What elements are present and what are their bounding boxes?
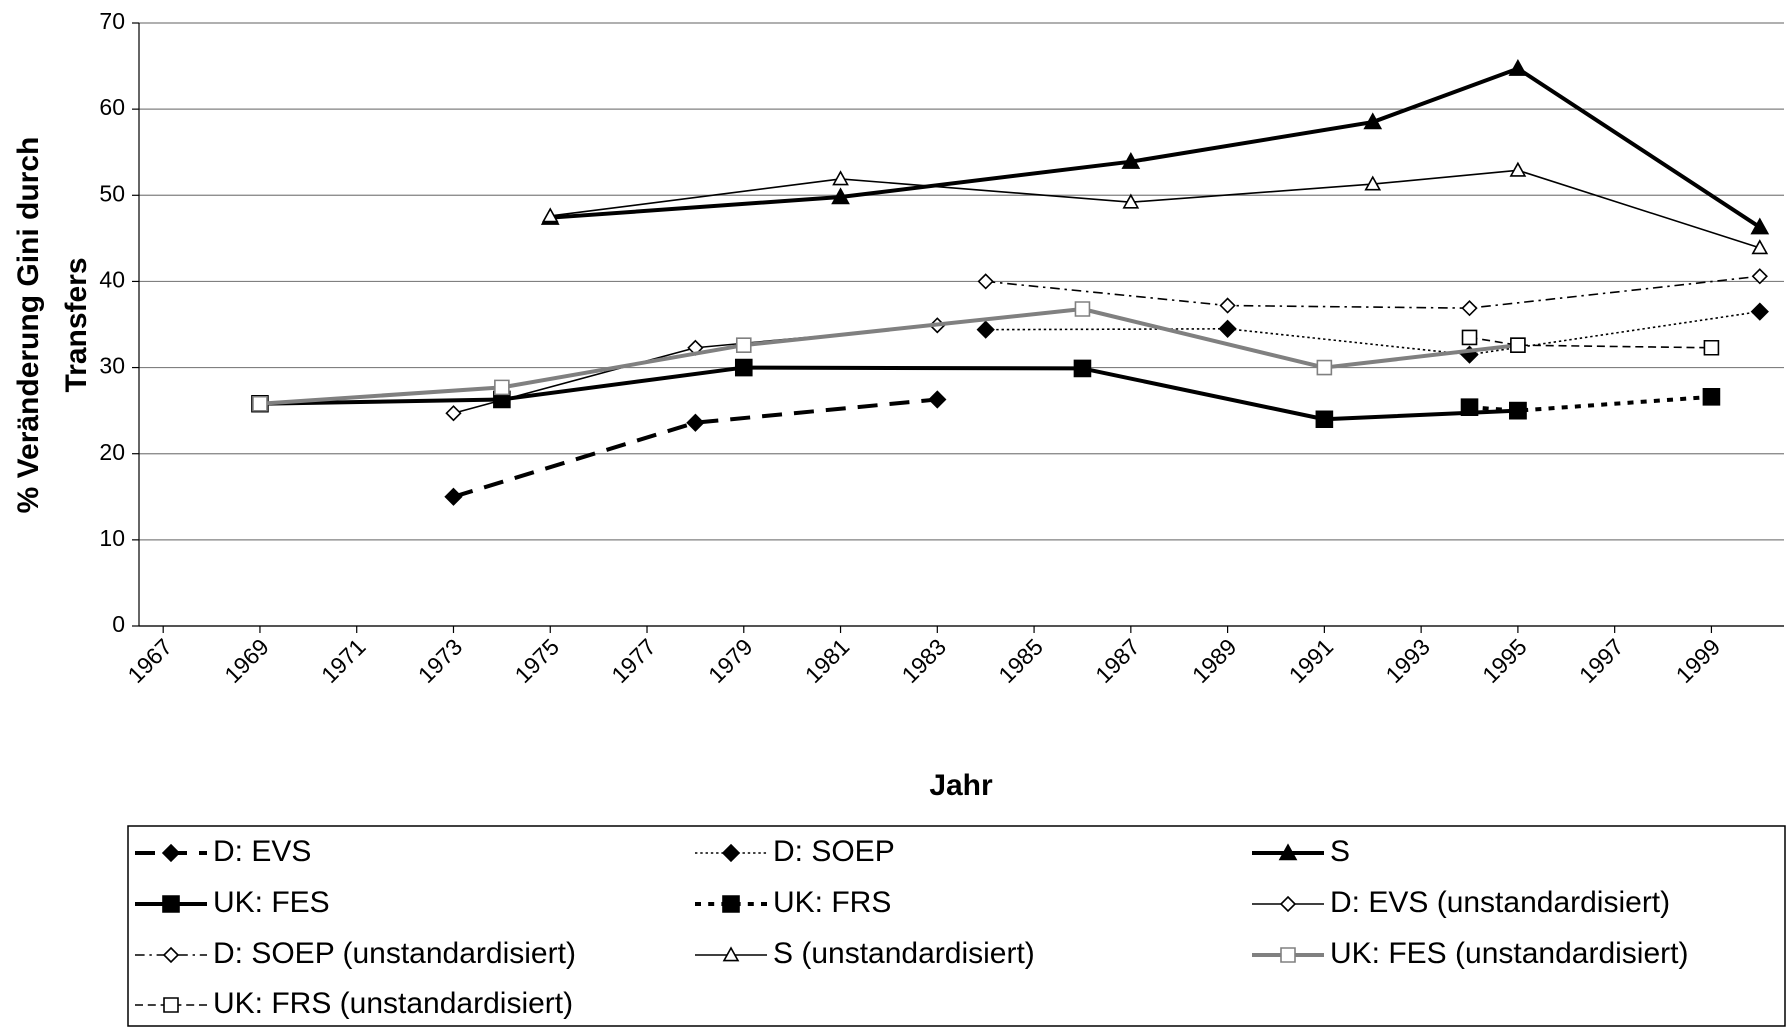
marker — [1509, 161, 1527, 177]
marker — [1510, 337, 1526, 353]
marker — [1121, 152, 1141, 169]
y-tick-label: 50 — [99, 180, 125, 206]
marker — [977, 273, 994, 290]
marker — [1702, 388, 1721, 406]
marker — [1751, 268, 1768, 285]
marker — [832, 170, 849, 186]
marker — [1315, 410, 1334, 429]
marker — [976, 320, 995, 339]
legend-label: UK: FES — [213, 886, 330, 919]
marker — [1363, 112, 1383, 130]
series-line — [550, 66, 1761, 229]
marker — [162, 946, 180, 964]
marker — [1703, 339, 1720, 356]
y-tick-label: 40 — [99, 267, 125, 293]
series-line — [259, 365, 1518, 422]
series-line — [550, 169, 1761, 249]
marker — [1509, 401, 1527, 420]
marker — [163, 997, 179, 1013]
marker — [1751, 239, 1769, 255]
y-axis-title: Transfers — [60, 257, 93, 392]
marker — [444, 487, 463, 506]
marker — [1219, 297, 1236, 314]
marker — [1364, 175, 1382, 191]
marker — [734, 358, 753, 377]
y-tick-label: 20 — [99, 439, 125, 465]
marker — [1279, 895, 1297, 913]
y-tick-label: 60 — [99, 94, 125, 120]
series-line — [1469, 336, 1712, 349]
y-axis-title: % Veränderung Gini durch — [12, 137, 45, 514]
legend-label: UK: FRS — [773, 886, 891, 919]
marker — [721, 843, 741, 863]
marker — [252, 395, 268, 412]
marker — [1750, 217, 1770, 235]
marker — [494, 379, 510, 396]
marker — [1218, 319, 1237, 338]
legend-label: S — [1330, 835, 1350, 868]
marker — [722, 946, 740, 962]
marker — [1122, 193, 1140, 209]
y-tick-label: 70 — [99, 8, 125, 34]
legend-label: UK: FES (unstandardisiert) — [1330, 937, 1688, 970]
y-tick-label: 0 — [112, 611, 125, 637]
marker — [445, 405, 462, 422]
marker — [541, 207, 559, 223]
legend-label: S (unstandardisiert) — [773, 937, 1035, 970]
marker — [1280, 947, 1296, 963]
legend-label: D: SOEP — [773, 835, 895, 868]
marker — [1073, 359, 1092, 378]
marker — [928, 390, 947, 409]
series-line — [259, 306, 1519, 406]
marker — [1461, 329, 1478, 346]
legend-box — [127, 825, 1786, 1027]
marker — [1316, 359, 1333, 376]
legend-label: UK: FRS (unstandardisiert) — [213, 987, 573, 1020]
y-tick-label: 30 — [99, 353, 125, 379]
marker — [722, 895, 740, 913]
marker — [735, 337, 752, 353]
marker — [1074, 301, 1091, 317]
legend-label: D: SOEP (unstandardisiert) — [213, 937, 576, 970]
marker — [1461, 300, 1478, 317]
marker — [831, 187, 850, 205]
marker — [1460, 398, 1479, 416]
y-tick-label: 10 — [99, 525, 125, 551]
marker — [1278, 843, 1298, 861]
x-axis-title: Jahr — [929, 769, 993, 802]
marker — [1508, 59, 1528, 76]
marker — [686, 413, 705, 432]
legend-label: D: EVS (unstandardisiert) — [1330, 886, 1670, 919]
marker — [161, 843, 181, 863]
marker — [162, 895, 180, 913]
series-line — [1469, 394, 1712, 413]
legend-label: D: EVS — [213, 835, 311, 868]
series-line — [985, 275, 1760, 309]
marker — [1750, 302, 1769, 321]
